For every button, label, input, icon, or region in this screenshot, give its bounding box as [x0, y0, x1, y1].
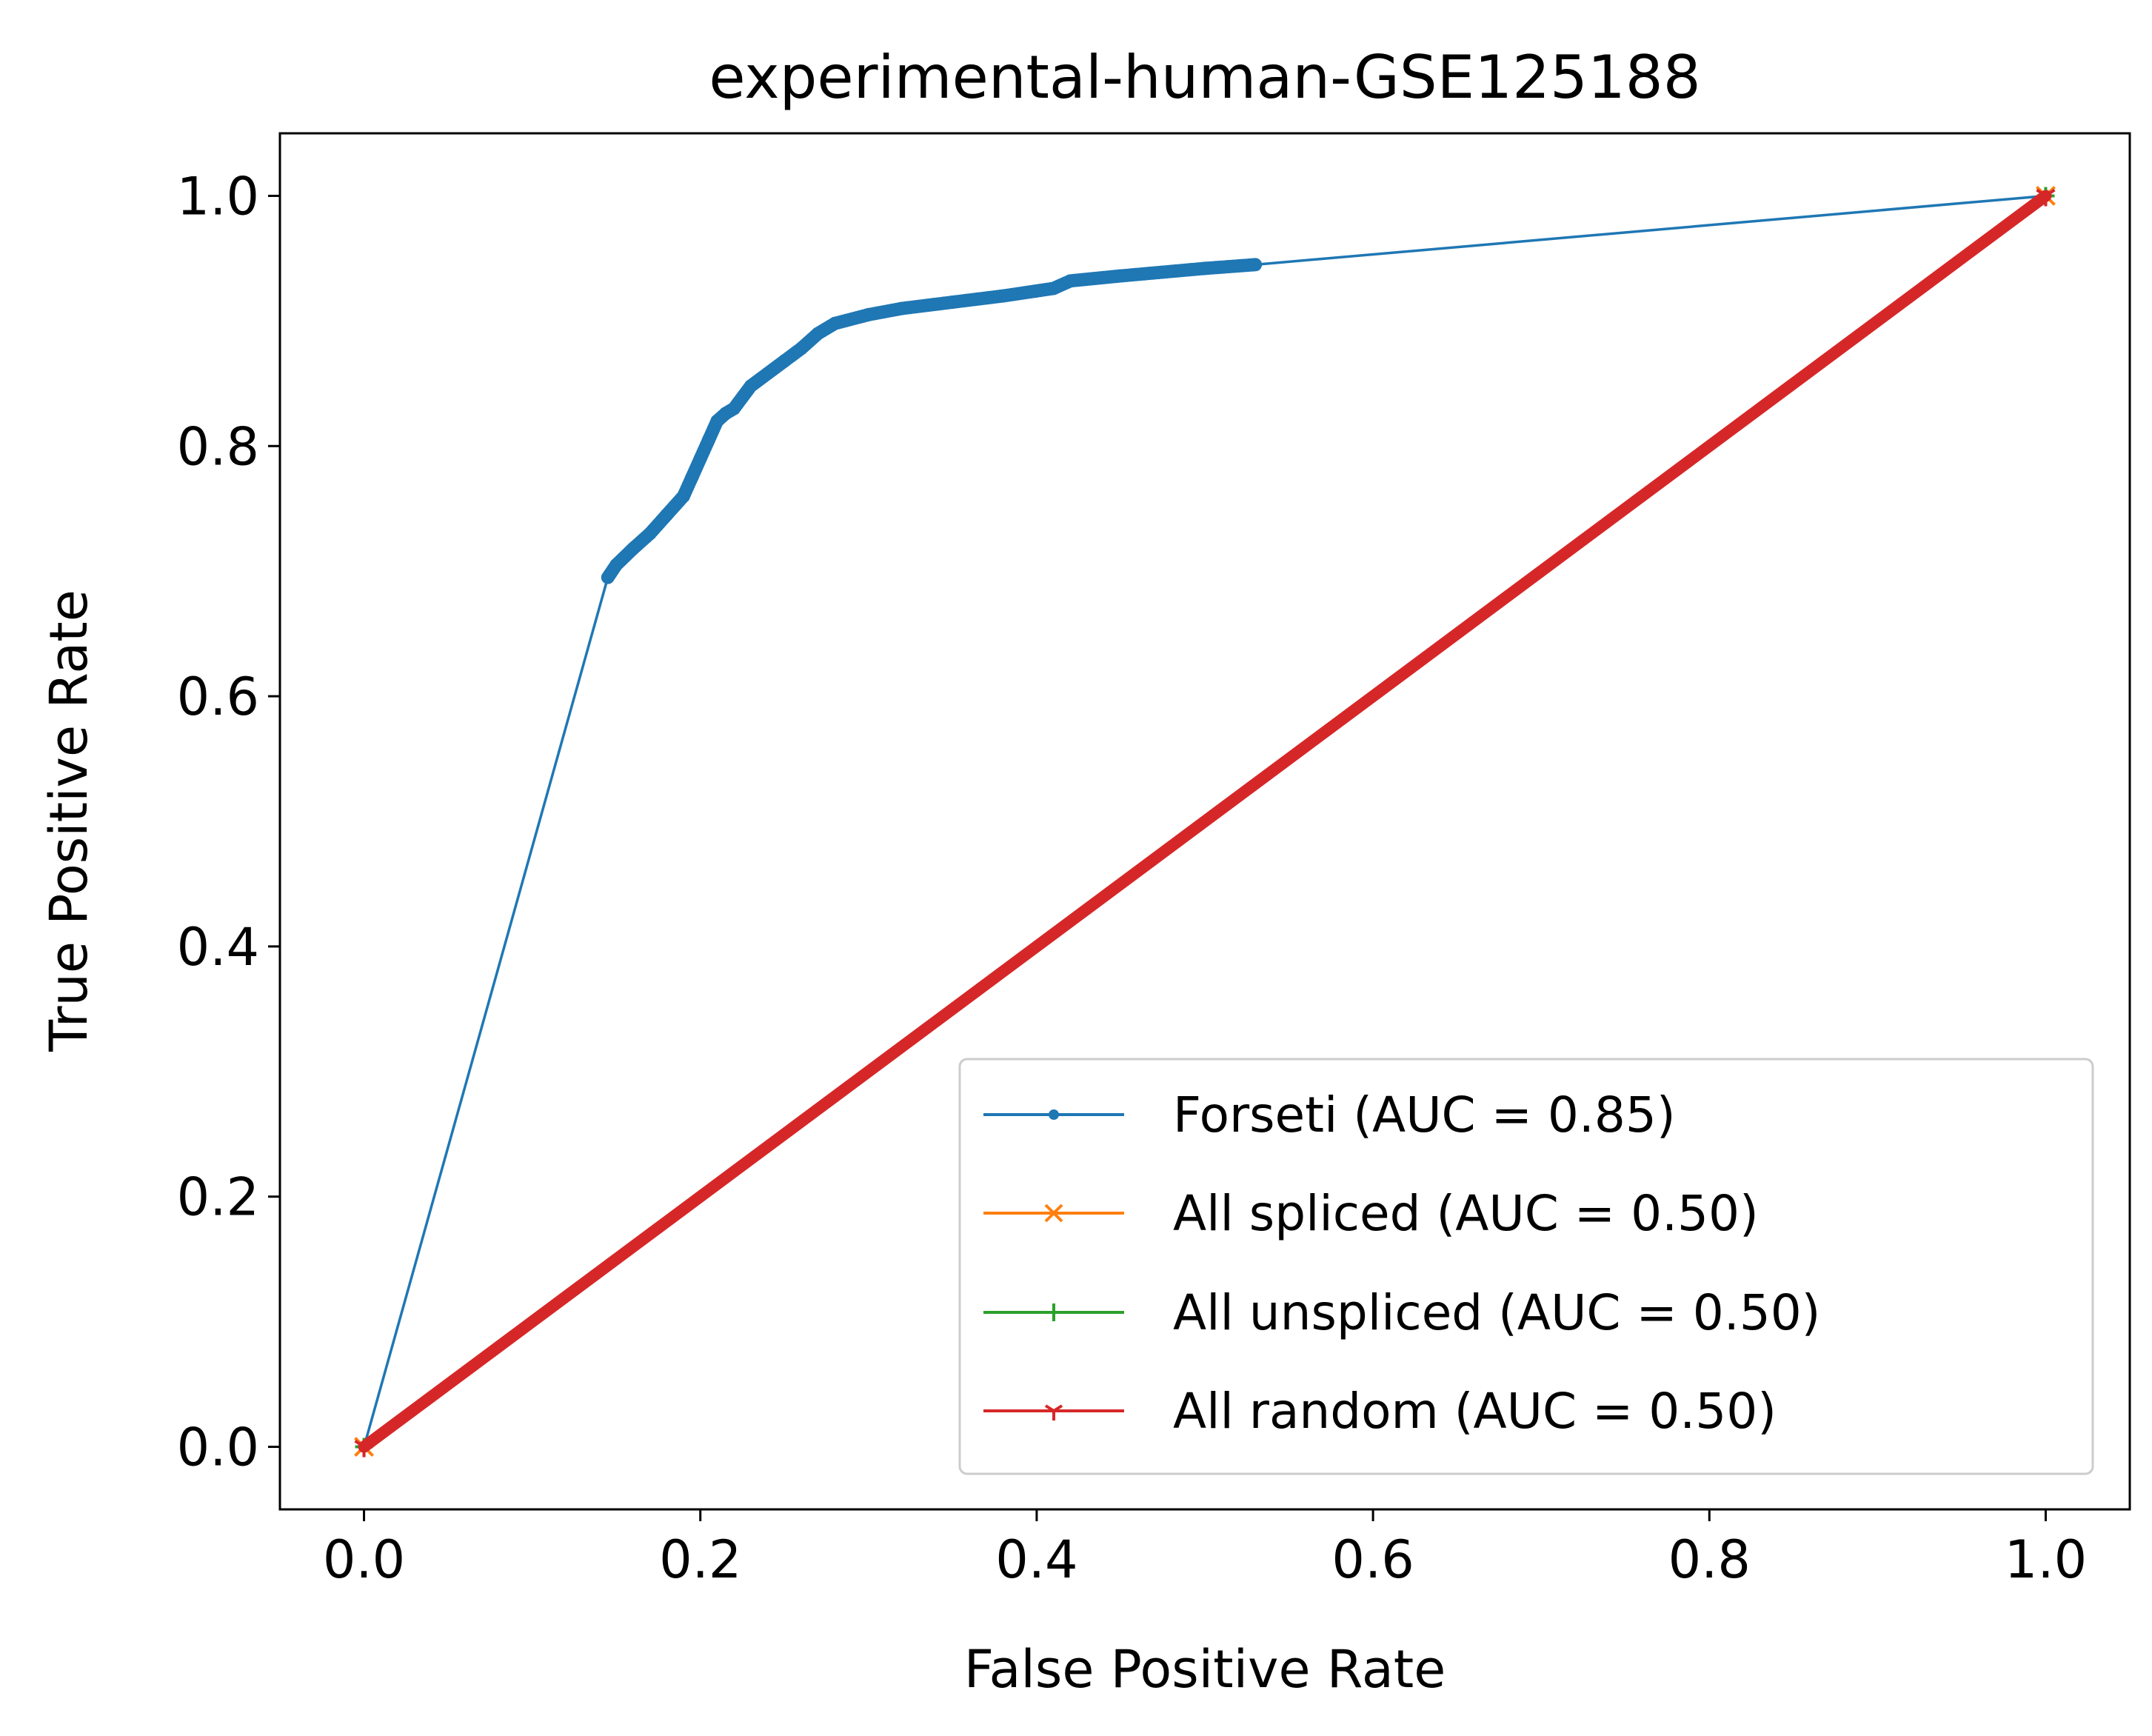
x-tick-label: 0.6: [1331, 1529, 1414, 1590]
series-0: [358, 190, 2051, 1452]
ticks-layer: 0.0 0.2 0.4 0.6 0.8 1.0 0.0 0.2 0.4 0.6 0.8 1.0: [177, 166, 2087, 1590]
series-point: [1249, 258, 1263, 272]
legend-swatch-marker: [1045, 1303, 1063, 1321]
legend-swatch-marker: [1044, 1404, 1063, 1420]
legend: Forseti (AUC = 0.85) All spliced (AUC = 0…: [958, 1058, 2094, 1475]
y-tick-label: 0.0: [177, 1418, 259, 1478]
y-tick-label: 0.2: [177, 1167, 259, 1228]
legend-swatch-marker: [1044, 1203, 1063, 1223]
y-tick-label: 0.8: [177, 416, 259, 477]
legend-label: All spliced (AUC = 0.50): [1173, 1185, 1759, 1242]
series-point: [354, 1439, 374, 1458]
legend-swatch-marker: [1049, 1109, 1059, 1120]
series-3: [354, 188, 2056, 1458]
x-tick-label: 0.4: [995, 1529, 1077, 1590]
plot-area: [354, 186, 2056, 1458]
legend-label: All random (AUC = 0.50): [1173, 1383, 1777, 1440]
x-axis-label: False Positive Rate: [964, 1639, 1446, 1700]
y-tick-label: 1.0: [177, 166, 259, 227]
x-tick-label: 0.8: [1668, 1529, 1751, 1590]
legend-label: All unspliced (AUC = 0.50): [1173, 1284, 1820, 1341]
x-tick-label: 1.0: [2005, 1529, 2087, 1590]
plot-frame: [278, 132, 2131, 1511]
y-tick-label: 0.4: [177, 917, 259, 978]
x-tick-label: 0.0: [323, 1529, 405, 1590]
series-line: [358, 190, 2052, 1453]
y-axis-label: True Positive Rate: [39, 590, 99, 1052]
x-tick-label: 0.2: [659, 1529, 741, 1590]
y-tick-label: 0.6: [177, 667, 259, 727]
legend-box: [958, 1058, 2094, 1475]
legend-label: Forseti (AUC = 0.85): [1173, 1086, 1676, 1144]
series-point: [2036, 188, 2056, 207]
chart-title: experimental-human-GSE125188: [709, 43, 1700, 112]
